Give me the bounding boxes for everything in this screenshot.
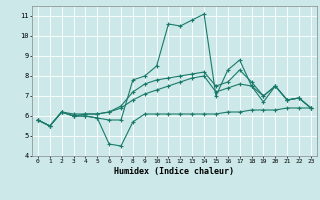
X-axis label: Humidex (Indice chaleur): Humidex (Indice chaleur) <box>115 167 234 176</box>
